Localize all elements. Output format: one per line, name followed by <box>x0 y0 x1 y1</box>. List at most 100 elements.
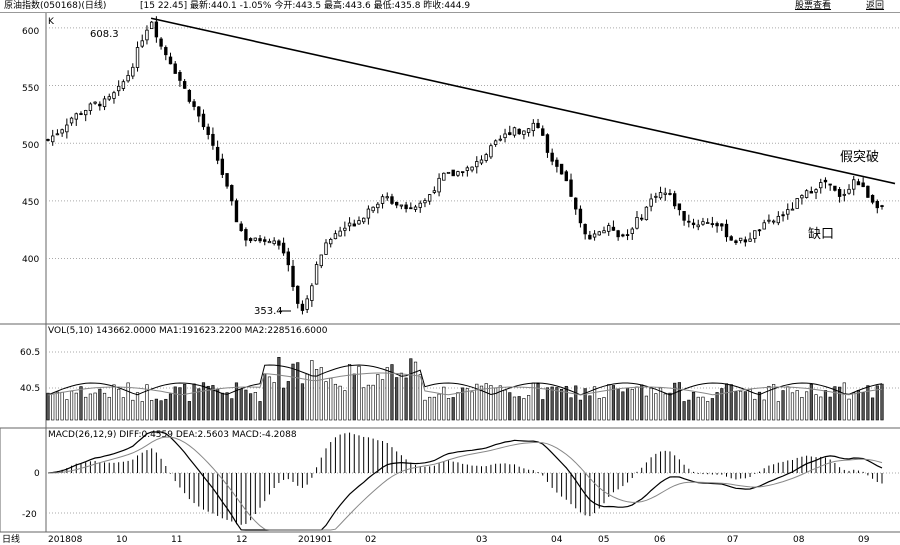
candle-body <box>93 101 97 104</box>
k-label: K <box>48 17 55 27</box>
candle-body <box>314 264 319 285</box>
volume-bar <box>362 387 366 421</box>
candle-body <box>418 202 422 208</box>
candle-body <box>65 124 69 133</box>
candle-body <box>347 222 352 227</box>
candle-body <box>607 225 611 232</box>
candle-body <box>300 303 305 311</box>
volume-bar <box>786 386 790 421</box>
volume-bar <box>790 392 795 421</box>
x-axis-label: 07 <box>727 535 738 545</box>
candle-body <box>526 128 531 133</box>
annotation-low: 353.4 <box>254 306 283 317</box>
x-axis-label: 03 <box>476 535 487 545</box>
volume-bar <box>46 392 50 421</box>
candle-body <box>795 198 799 209</box>
volume-bar <box>84 396 88 421</box>
candle-body <box>296 285 300 304</box>
volume-bar <box>249 393 253 421</box>
candle-body <box>635 217 639 229</box>
price-tick-500: 500 <box>22 141 39 151</box>
candle-body <box>710 223 715 225</box>
candle-body <box>404 204 408 210</box>
volume-bar <box>795 390 799 421</box>
candle-body <box>550 152 554 162</box>
candle-body <box>578 208 583 224</box>
candle-body <box>385 196 389 199</box>
candle-body <box>588 234 592 240</box>
candle-body <box>248 238 253 242</box>
candle-body <box>512 127 517 136</box>
volume-bar <box>734 391 738 421</box>
candle-body <box>79 113 83 115</box>
candle-body <box>409 207 413 210</box>
candle-body <box>192 101 196 107</box>
candle-body <box>559 163 564 175</box>
candle-body <box>380 196 385 204</box>
candle-body <box>649 198 653 207</box>
volume-bar <box>60 391 64 421</box>
volume-bar <box>385 367 389 421</box>
volume-bar <box>658 387 663 421</box>
volume-bar <box>852 392 856 421</box>
candle-body <box>786 209 790 215</box>
candle-body <box>470 166 474 171</box>
candle-body <box>164 47 168 56</box>
volume-bar <box>107 396 111 421</box>
candle-body <box>771 220 776 223</box>
volume-bar <box>428 396 432 421</box>
candle-body <box>658 192 663 199</box>
candle-body <box>616 230 620 238</box>
macd-histogram <box>52 432 883 525</box>
candle-body <box>663 192 667 195</box>
volume-bar <box>706 401 710 421</box>
volume-bar <box>517 396 521 421</box>
tab-stock-view[interactable]: 股票查看 <box>795 1 832 11</box>
candle-body <box>206 126 210 135</box>
volume-bar <box>663 393 667 421</box>
index-title: 原油指数(050168)(日线) <box>4 1 107 11</box>
dea-line <box>47 436 883 531</box>
volume-bar <box>437 393 441 421</box>
volume-bar <box>470 391 474 421</box>
volume-bar <box>324 381 328 421</box>
volume-bar <box>352 373 356 421</box>
candle-body <box>145 29 149 41</box>
candle-body <box>555 159 559 167</box>
volume-bar <box>79 386 83 421</box>
tab-return[interactable]: 返回 <box>866 1 885 11</box>
volume-bar <box>55 391 60 421</box>
candle-body <box>875 200 879 209</box>
volume-bar <box>234 382 239 421</box>
candle-body <box>305 298 309 310</box>
volume-bar <box>135 392 140 421</box>
candle-body <box>272 240 276 244</box>
candle-body <box>343 227 347 231</box>
volume-bar <box>296 362 300 421</box>
volume-ma2-line <box>47 372 883 396</box>
candle-body <box>324 242 328 255</box>
volume-bar <box>258 401 262 421</box>
volume-bar <box>720 388 724 421</box>
volume-bar <box>286 381 290 421</box>
volume-bar <box>866 385 870 421</box>
diff-line <box>47 431 883 531</box>
volume-bar <box>503 389 507 421</box>
volume-bar <box>838 386 842 421</box>
volume-bar <box>588 395 592 421</box>
candle-body <box>329 239 333 245</box>
candle-body <box>126 74 130 82</box>
volume-bar <box>512 396 517 421</box>
candle-body <box>211 133 215 146</box>
candle-body <box>258 238 262 242</box>
candle-body <box>74 113 78 120</box>
volume-bar <box>616 388 620 421</box>
volume-bar <box>776 401 780 421</box>
candle-body <box>602 230 606 234</box>
candle-body <box>842 193 846 196</box>
volume-bar <box>380 379 385 421</box>
volume-bar <box>578 399 583 421</box>
candle-body <box>423 200 427 204</box>
annotation-false-break: 假突破 <box>840 149 879 165</box>
volume-bar <box>112 384 116 421</box>
